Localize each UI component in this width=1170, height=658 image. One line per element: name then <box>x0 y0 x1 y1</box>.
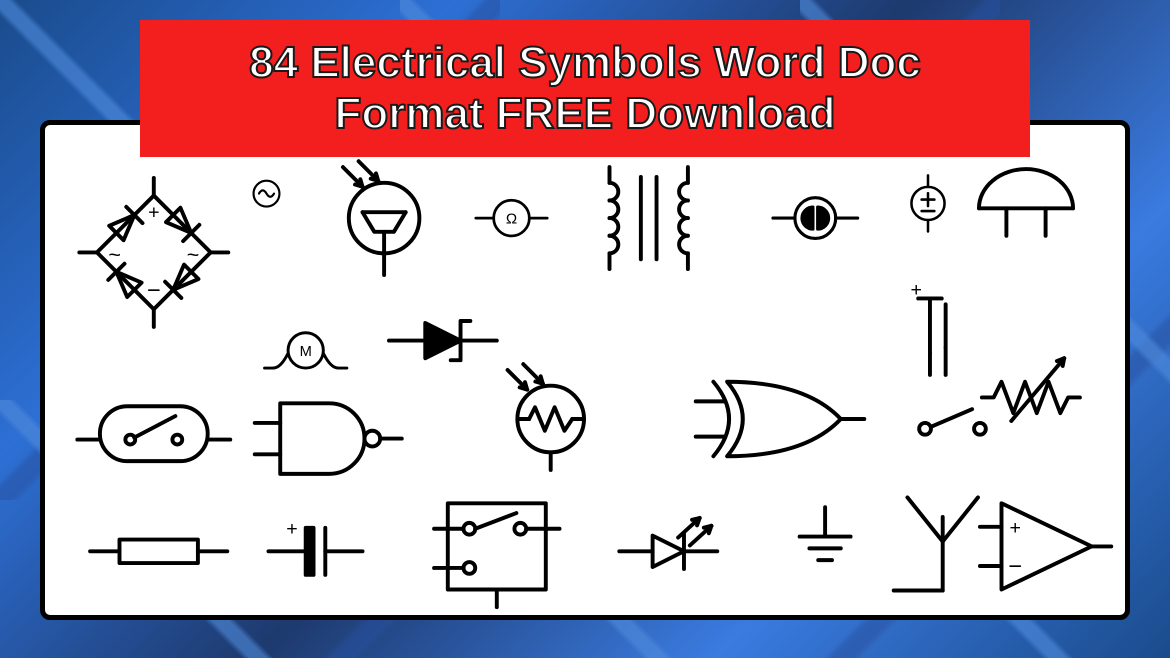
svg-text:−: − <box>147 277 161 303</box>
ohmmeter-symbol: Ω <box>476 200 547 236</box>
svg-text:+: + <box>148 201 159 223</box>
motor-symbol: M <box>265 333 347 368</box>
ldr-photoresistor-symbol <box>508 364 584 470</box>
svg-text:~: ~ <box>187 242 200 267</box>
svg-text:~: ~ <box>108 242 121 267</box>
symbols-svg: +−~~ΩM+++− <box>45 125 1125 615</box>
svg-text:+: + <box>911 279 922 301</box>
nand-gate-symbol <box>255 403 402 474</box>
title-banner: 84 Electrical Symbols Word Doc Format FR… <box>140 20 1030 157</box>
bridge-rectifier-symbol: + − ~ ~ <box>79 178 228 327</box>
svg-text:+: + <box>1009 517 1020 539</box>
phototransistor-symbol <box>343 161 419 275</box>
buzzer-symbol <box>979 169 1073 236</box>
current-source-symbol <box>773 198 858 239</box>
title-line-2: Format FREE Download <box>170 89 1000 140</box>
svg-text:−: − <box>1008 553 1022 579</box>
svg-text:M: M <box>300 344 312 360</box>
svg-text:+: + <box>286 518 297 540</box>
ac-source-small-symbol <box>254 181 280 207</box>
switch-capsule-symbol <box>77 406 230 461</box>
variable-resistor-symbol <box>982 358 1080 421</box>
svg-text:Ω: Ω <box>506 210 517 227</box>
fuse-symbol <box>90 540 227 564</box>
cap-polarized-vert-symbol: + <box>268 518 362 575</box>
relay-spdt-symbol <box>434 503 559 607</box>
opamp-symbol: +− <box>980 503 1111 589</box>
polarized-cap-symbol: + <box>911 279 946 375</box>
polarity-circle-symbol <box>911 175 944 231</box>
open-switch-pads-symbol <box>919 409 986 434</box>
title-line-1: 84 Electrical Symbols Word Doc <box>170 38 1000 89</box>
symbol-canvas: +−~~ΩM+++− <box>40 120 1130 620</box>
led-symbol <box>619 518 717 569</box>
xor-gate-symbol <box>696 382 865 456</box>
zener-diode-symbol <box>389 321 497 360</box>
antenna-symbol <box>894 497 978 590</box>
ground-symbol <box>800 507 851 560</box>
transformer-symbol <box>610 167 688 269</box>
